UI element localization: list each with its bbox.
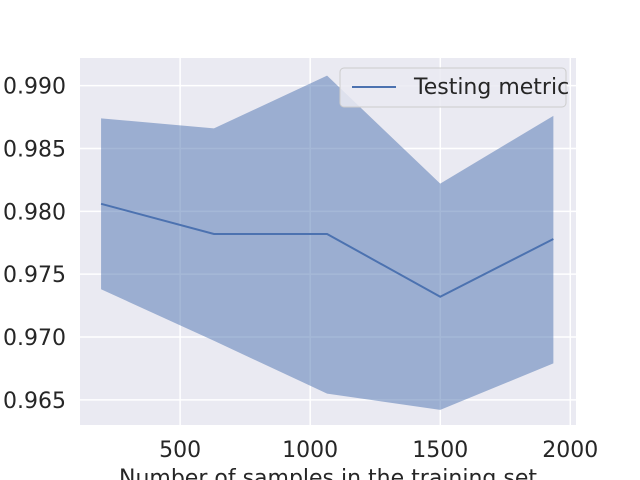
y-tick-labels: 0.965 0.970 0.975 0.980 0.985 0.990 xyxy=(3,75,66,414)
x-tick-labels: 500 1000 1500 2000 xyxy=(159,438,598,463)
x-tick-label: 500 xyxy=(159,438,201,463)
legend-label: Testing metric xyxy=(413,75,569,100)
y-tick-label: 0.985 xyxy=(3,137,66,162)
legend: Testing metric xyxy=(339,67,569,108)
y-tick-label: 0.990 xyxy=(3,75,66,100)
confidence-band xyxy=(101,75,554,410)
x-tick-label: 2000 xyxy=(542,438,598,463)
x-axis-label: Number of samples in the training set xyxy=(119,466,537,480)
x-tick-label: 1000 xyxy=(282,438,338,463)
x-tick-label: 1500 xyxy=(412,438,468,463)
y-tick-label: 0.965 xyxy=(3,389,66,414)
series-line xyxy=(100,202,554,298)
y-tick-label: 0.970 xyxy=(3,326,66,351)
legend-box xyxy=(339,67,567,108)
y-tick-label: 0.980 xyxy=(3,200,66,225)
y-tick-label: 0.975 xyxy=(3,263,66,288)
chart-marks xyxy=(100,75,554,410)
